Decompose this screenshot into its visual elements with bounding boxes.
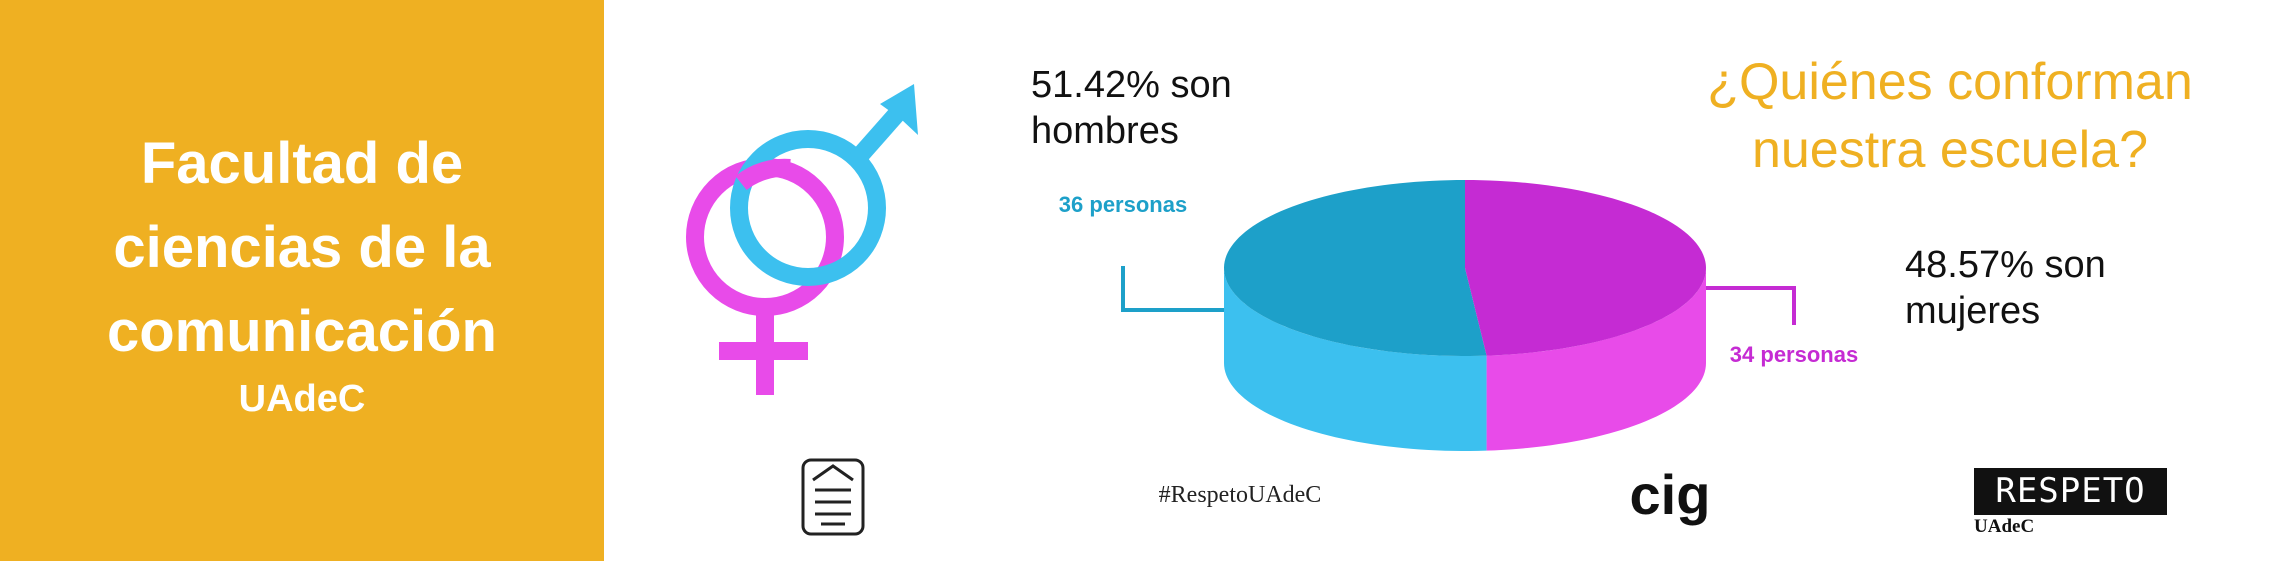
logo: cig: [1629, 463, 1711, 526]
male-arrow-shaft: [850, 102, 909, 165]
value-label: 36 personas: [1058, 192, 1188, 217]
hashtag: #RespetoUAdeC: [1158, 482, 1322, 508]
pie-side: [1224, 268, 1487, 451]
panel-subtitle: UAdeC: [238, 378, 366, 420]
gender-symbol: [686, 84, 918, 395]
female-circle: [686, 158, 844, 316]
female-overlap: [735, 158, 791, 191]
annotation: 51.42% son hombres: [1031, 64, 1232, 152]
value-label: 34 personas: [1729, 342, 1859, 367]
leader-line: [1703, 286, 1796, 325]
side-panel: [0, 0, 604, 561]
male-arrow-head: [880, 84, 918, 135]
annotation: 48.57% son mujeres: [1905, 244, 2106, 332]
pie-slice: [1465, 180, 1706, 356]
panel-title: Facultad de ciencias de la comunicación: [107, 131, 497, 364]
crest-detail: [812, 464, 854, 526]
male-circle: [730, 130, 886, 286]
pie-side: [1486, 268, 1706, 451]
logo: RESPETO: [1974, 468, 2167, 515]
logo: UAdeC: [1974, 516, 2035, 537]
pie-slice: [1224, 180, 1487, 356]
crest: [801, 458, 865, 536]
leader-line: [1121, 266, 1226, 312]
chart-title: ¿Quiénes conforman nuestra escuela?: [1707, 53, 2193, 179]
crest-shape: [801, 458, 865, 536]
